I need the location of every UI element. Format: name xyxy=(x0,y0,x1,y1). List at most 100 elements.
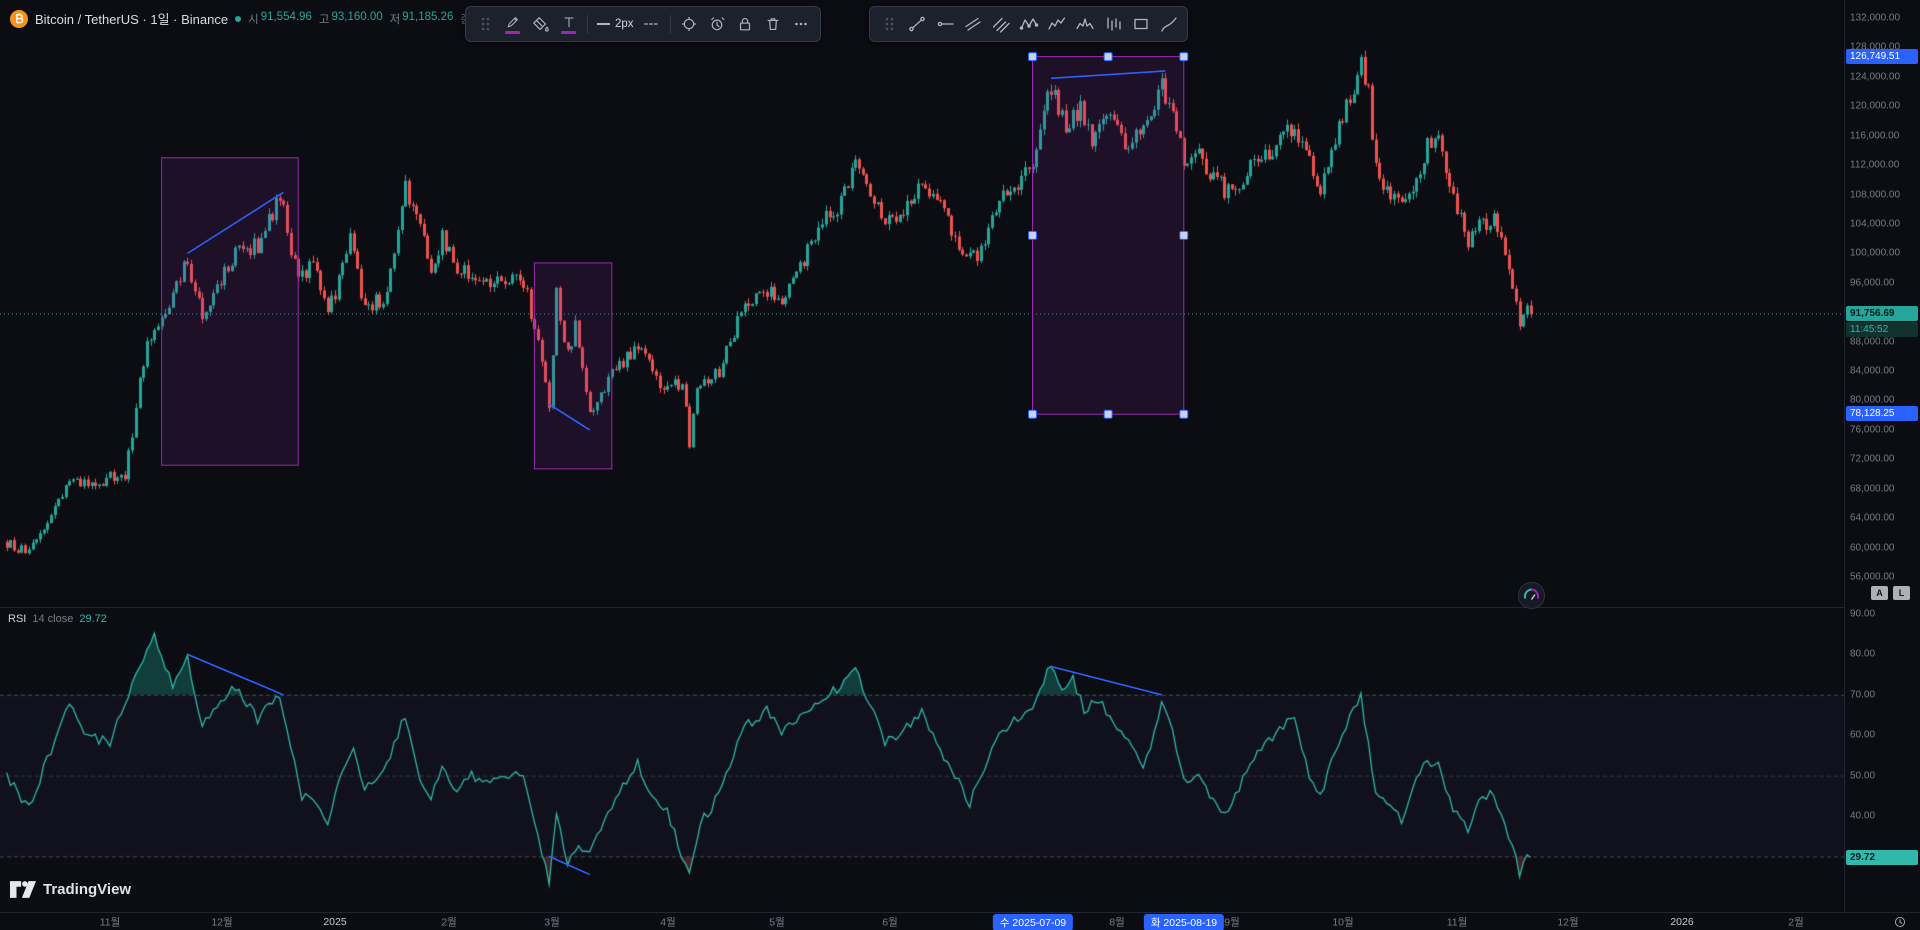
market-status-dot xyxy=(235,15,242,22)
price-tick: 100,000.00 xyxy=(1850,247,1901,259)
resize-handle-6[interactable] xyxy=(1028,409,1037,419)
trash-icon xyxy=(767,18,779,30)
line-width-label: 2px xyxy=(615,18,634,30)
ohlc-시: 시 91,554.96 xyxy=(248,11,312,27)
price-trendline-1[interactable] xyxy=(187,191,284,255)
price-tick: 96,000.00 xyxy=(1850,277,1895,289)
price-tick: 88,000.00 xyxy=(1850,336,1895,348)
time-axis-label: 2월 xyxy=(1788,916,1804,928)
head-shoulders-button[interactable] xyxy=(1071,10,1098,38)
bars-pattern-icon xyxy=(1106,17,1121,31)
price-trendline-2[interactable] xyxy=(548,403,591,431)
price-scale[interactable]: 132,000.00 128,000.00 124,000.00 120,000.00… xyxy=(1844,0,1920,912)
color-swatch xyxy=(505,31,520,34)
ohlc-고: 고 93,160.00 xyxy=(319,11,383,27)
rectangle-drawing-1[interactable] xyxy=(161,157,299,466)
line-width-button[interactable]: 2px xyxy=(593,10,637,38)
trend-line-button[interactable] xyxy=(903,10,930,38)
more-button[interactable] xyxy=(788,10,815,38)
auto-scale-button[interactable]: A xyxy=(1871,586,1888,600)
resize-handle-2[interactable] xyxy=(1103,52,1113,62)
xabcd-pattern-button[interactable] xyxy=(1015,10,1042,38)
pitchfork-button[interactable] xyxy=(987,10,1014,38)
ohlc-label: 고 xyxy=(318,13,330,26)
delete-button[interactable] xyxy=(760,10,787,38)
last-price-label: 91,756.69 xyxy=(1846,306,1918,321)
drawing-format-toolbar[interactable]: 2px xyxy=(465,6,821,42)
settings-button[interactable] xyxy=(676,10,703,38)
drawing-tools-toolbar[interactable] xyxy=(869,6,1188,42)
rectangle-button[interactable] xyxy=(1127,10,1154,38)
price-tick: 84,000.00 xyxy=(1850,365,1895,377)
main-chart-canvas[interactable] xyxy=(0,0,1844,912)
rsi-tick: 50.00 xyxy=(1850,770,1876,782)
rect-bottom-price-label: 78,128.25 xyxy=(1846,406,1918,422)
pane-separator[interactable] xyxy=(0,607,1844,608)
drag-handle-button[interactable] xyxy=(875,10,902,38)
drag-handle-icon xyxy=(481,17,489,31)
price-tick: 120,000.00 xyxy=(1850,100,1901,112)
lock-button[interactable] xyxy=(732,10,759,38)
brush-icon xyxy=(1160,17,1177,32)
rsi-settings: 14 close xyxy=(32,613,74,625)
rectangle-drawing-3[interactable] xyxy=(1032,56,1185,415)
rect-top-price-label: 126,749.51 xyxy=(1846,48,1918,64)
price-tick: 108,000.00 xyxy=(1850,189,1901,201)
resize-handle-5[interactable] xyxy=(1179,230,1189,240)
alert-button[interactable] xyxy=(704,10,731,38)
resize-handle-3[interactable] xyxy=(1179,52,1189,62)
symbol-title[interactable]: Bitcoin / TetherUS · 1일 · Binance xyxy=(35,12,229,27)
line-color-button[interactable] xyxy=(499,10,526,38)
drawing-date-tag[interactable]: 수 2025-07-09 xyxy=(992,914,1074,930)
rsi-tick: 70.00 xyxy=(1850,689,1876,701)
drag-handle-button[interactable] xyxy=(471,10,498,38)
time-scale[interactable]: 11월 12월 2025 2월 3월 4월 5월 6월 8월 9월 10월 11월 12월 2026 2월 수… xyxy=(0,912,1920,930)
ohlc-저: 저 91,185.26 xyxy=(390,11,454,27)
ohlc-value: 91,554.96 xyxy=(260,10,312,23)
resize-handle-7[interactable] xyxy=(1103,409,1113,419)
tradingview-logo-text: TradingView xyxy=(43,881,132,898)
rsi-tick: 40.00 xyxy=(1850,810,1876,822)
price-tick: 64,000.00 xyxy=(1850,512,1895,524)
rsi-title[interactable]: RSI xyxy=(8,613,27,625)
text-color-button[interactable] xyxy=(555,10,582,38)
resize-handle-4[interactable] xyxy=(1028,230,1037,240)
rsi-trendline-3[interactable] xyxy=(1050,665,1162,696)
technicals-gauge-fab[interactable] xyxy=(1518,582,1545,609)
symbol-legend[interactable]: Bitcoin / TetherUS · 1일 · Binance 시 91,55… xyxy=(10,9,524,28)
rsi-tick: 60.00 xyxy=(1850,729,1876,741)
time-axis-label: 12월 xyxy=(211,916,233,928)
rsi-trendline-2[interactable] xyxy=(548,855,591,876)
bars-pattern-button[interactable] xyxy=(1099,10,1126,38)
price-tick: 60,000.00 xyxy=(1850,542,1895,554)
time-axis-settings-button[interactable] xyxy=(1893,915,1907,930)
rsi-indicator-legend[interactable]: RSI 14 close 29.72 xyxy=(8,613,107,625)
resize-handle-1[interactable] xyxy=(1028,52,1037,62)
rectangle-drawing-2[interactable] xyxy=(533,262,613,470)
clock-icon xyxy=(1894,916,1906,928)
brush-button[interactable] xyxy=(1155,10,1182,38)
log-scale-button[interactable]: L xyxy=(1893,586,1910,600)
price-trendline-3[interactable] xyxy=(1050,70,1166,80)
time-axis-label: 8월 xyxy=(1109,916,1125,928)
elliott-wave-icon xyxy=(1047,17,1065,30)
rsi-value-label: 29.72 xyxy=(1846,849,1918,865)
rsi-trendline-1[interactable] xyxy=(187,653,284,696)
fill-color-button[interactable] xyxy=(527,10,554,38)
line-style-button[interactable] xyxy=(638,10,665,38)
tradingview-logo[interactable]: TradingView xyxy=(10,881,131,898)
price-tick: 128,000.00 xyxy=(1850,41,1901,53)
price-tick: 116,000.00 xyxy=(1850,130,1900,142)
drawings-overlay xyxy=(0,52,1844,876)
resize-handle-8[interactable] xyxy=(1179,409,1189,419)
elliott-wave-button[interactable] xyxy=(1043,10,1070,38)
time-axis-label: 2026 xyxy=(1670,915,1694,928)
time-axis-label: 10월 xyxy=(1332,916,1354,928)
drawing-date-tag[interactable]: 화 2025-08-19 xyxy=(1143,914,1225,930)
horizontal-ray-button[interactable] xyxy=(931,10,958,38)
parallel-channel-button[interactable] xyxy=(959,10,986,38)
rsi-tick: 90.00 xyxy=(1850,608,1876,620)
pitchfork-icon xyxy=(992,17,1010,33)
